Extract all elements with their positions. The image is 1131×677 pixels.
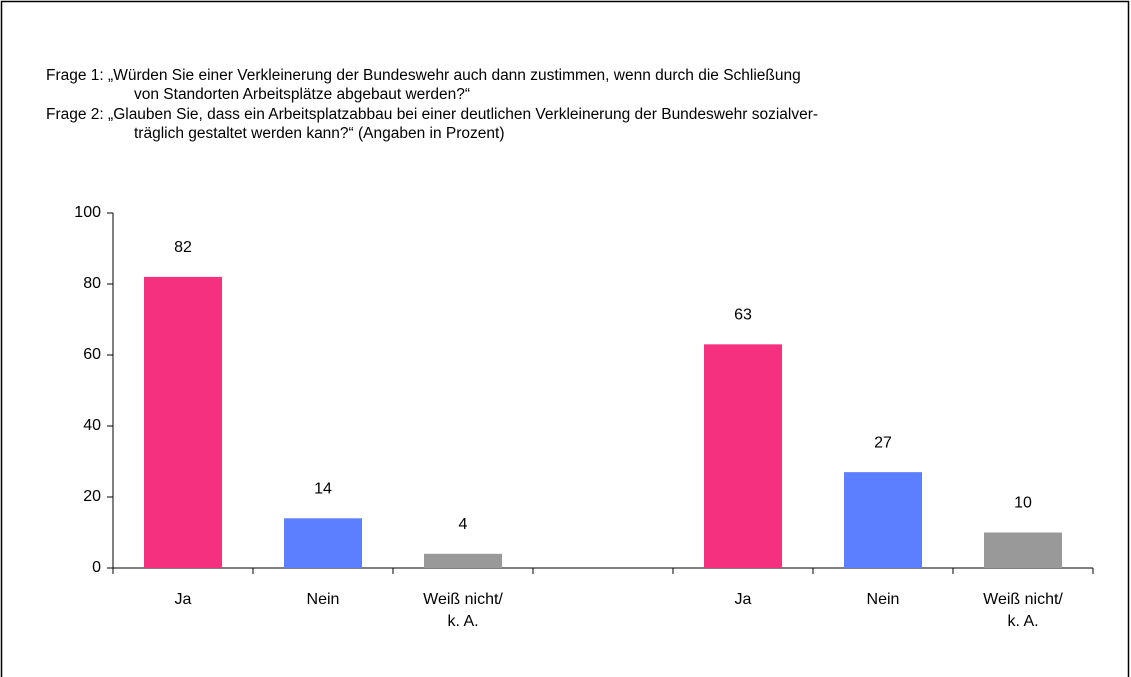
y-tick-label: 60 [83,346,101,363]
chart-title: von Standorten Arbeitsplätze abgebaut we… [134,86,470,103]
value-label: 10 [1014,495,1032,512]
x-tick-label: k. A. [447,613,478,630]
chart-title: Frage 1: „Würden Sie einer Verkleinerung… [46,67,801,84]
chart-title: Frage 2: „Glauben Sie, dass ein Arbeitsp… [46,106,818,123]
bar [424,553,502,568]
x-tick-label: Ja [175,591,192,608]
value-label: 82 [174,239,192,256]
bar [704,344,782,568]
value-label: 63 [734,307,752,324]
x-tick-label: k. A. [1007,613,1038,630]
x-tick-label: Nein [867,591,900,608]
y-tick-label: 20 [83,488,101,505]
value-label: 14 [314,481,332,498]
y-tick-label: 100 [74,204,101,221]
chart-title: träglich gestaltet werden kann?“ (Angabe… [134,125,505,142]
x-tick-label: Ja [735,591,752,608]
x-tick-label: Weiß nicht/ [983,591,1063,608]
x-tick-label: Weiß nicht/ [423,591,503,608]
value-label: 27 [874,434,892,451]
bar [144,276,222,568]
y-tick-label: 0 [92,559,101,576]
x-tick-label: Nein [307,591,340,608]
bar [984,532,1062,568]
bar [284,518,362,568]
y-tick-label: 80 [83,275,101,292]
value-label: 4 [459,516,468,533]
y-tick-label: 40 [83,417,101,434]
bar [844,472,922,568]
